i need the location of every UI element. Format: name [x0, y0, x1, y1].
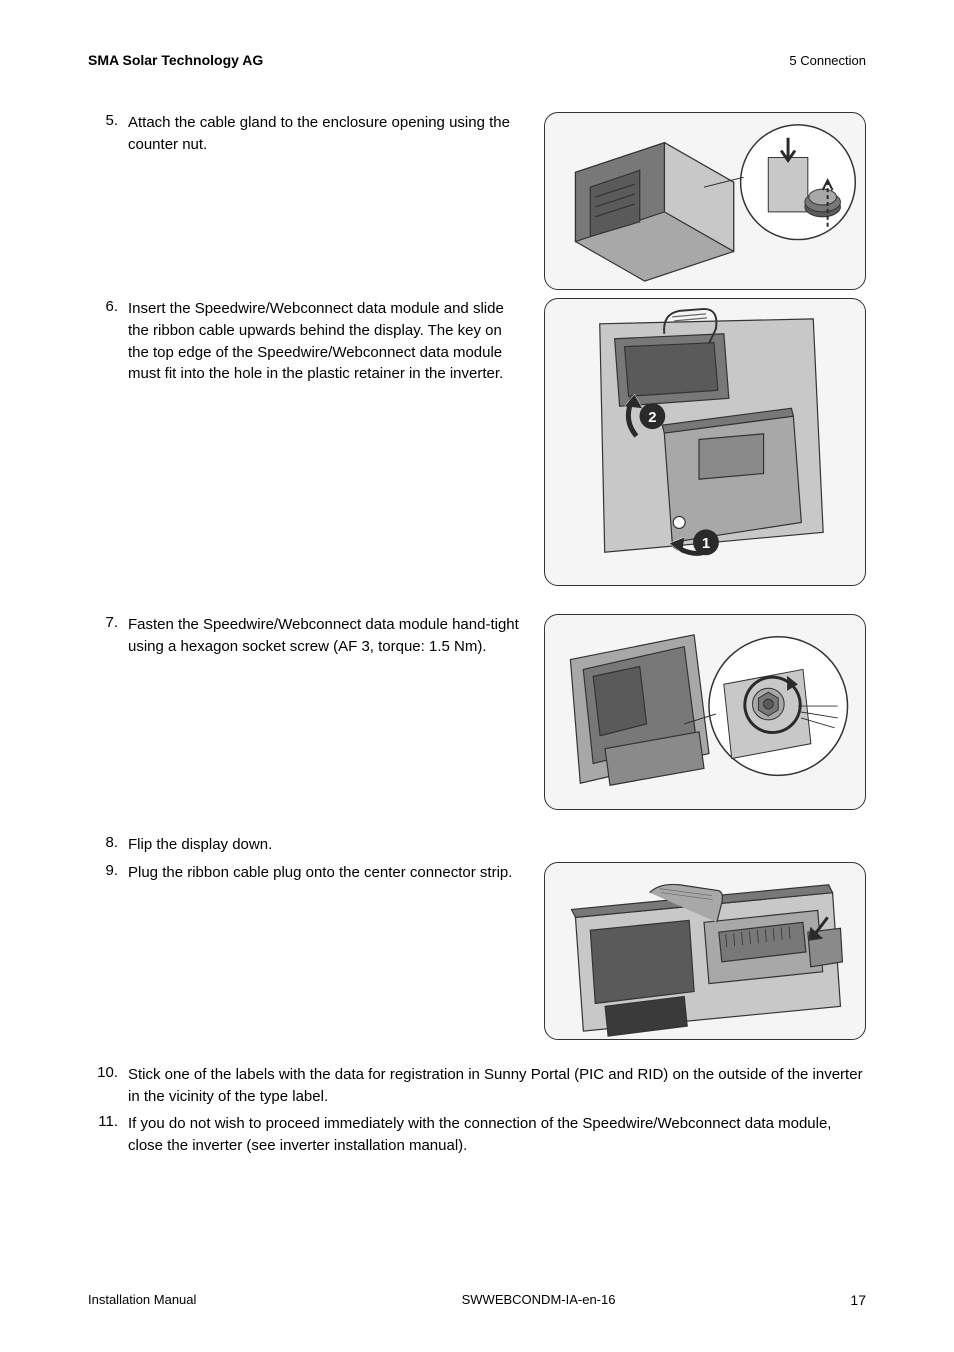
header-section: 5 Connection	[789, 53, 866, 68]
illustration-ribbon-plug	[544, 862, 866, 1040]
step-number: 11.	[88, 1113, 128, 1130]
marker-2: 2	[648, 410, 656, 426]
step-text: Fasten the Speedwire/Webconnect data mod…	[128, 614, 524, 658]
step-5: 5. Attach the cable gland to the enclosu…	[88, 112, 524, 156]
header-company: SMA Solar Technology AG	[88, 52, 263, 68]
step-number: 10.	[88, 1064, 128, 1081]
step-11: 11. If you do not wish to proceed immedi…	[88, 1113, 866, 1157]
step-text: Attach the cable gland to the enclosure …	[128, 112, 524, 156]
step-text: If you do not wish to proceed immediatel…	[128, 1113, 866, 1157]
footer-left: Installation Manual	[88, 1292, 196, 1308]
step-text: Flip the display down.	[128, 834, 866, 856]
step-number: 7.	[88, 614, 128, 631]
page-footer: Installation Manual SWWEBCONDM-IA-en-16 …	[88, 1292, 866, 1308]
step-number: 6.	[88, 298, 128, 315]
step-text: Insert the Speedwire/Webconnect data mod…	[128, 298, 524, 385]
step-number: 9.	[88, 862, 128, 879]
illustration-module-insertion: 1 2	[544, 298, 866, 586]
page-header: SMA Solar Technology AG 5 Connection	[88, 52, 866, 68]
footer-doc-id: SWWEBCONDM-IA-en-16	[462, 1292, 616, 1307]
page: SMA Solar Technology AG 5 Connection 5. …	[0, 0, 954, 1352]
illustration-cable-gland	[544, 112, 866, 290]
step-10: 10. Stick one of the labels with the dat…	[88, 1064, 866, 1108]
marker-1: 1	[702, 536, 710, 552]
step-row-9: 9. Plug the ribbon cable plug onto the c…	[88, 862, 866, 1040]
footer-page-number: 17	[850, 1292, 866, 1308]
step-8: 8. Flip the display down.	[88, 834, 866, 856]
step-number: 8.	[88, 834, 128, 851]
step-text: Plug the ribbon cable plug onto the cent…	[128, 862, 524, 884]
step-number: 5.	[88, 112, 128, 129]
illustration-screw-fastening	[544, 614, 866, 810]
step-text: Stick one of the labels with the data fo…	[128, 1064, 866, 1108]
step-6: 6. Insert the Speedwire/Webconnect data …	[88, 298, 524, 385]
step-7: 7. Fasten the Speedwire/Webconnect data …	[88, 614, 524, 658]
page-content: 5. Attach the cable gland to the enclosu…	[88, 112, 866, 1157]
step-row-6: 6. Insert the Speedwire/Webconnect data …	[88, 298, 866, 586]
step-row-7: 7. Fasten the Speedwire/Webconnect data …	[88, 614, 866, 810]
step-9: 9. Plug the ribbon cable plug onto the c…	[88, 862, 524, 884]
step-row-5: 5. Attach the cable gland to the enclosu…	[88, 112, 866, 290]
